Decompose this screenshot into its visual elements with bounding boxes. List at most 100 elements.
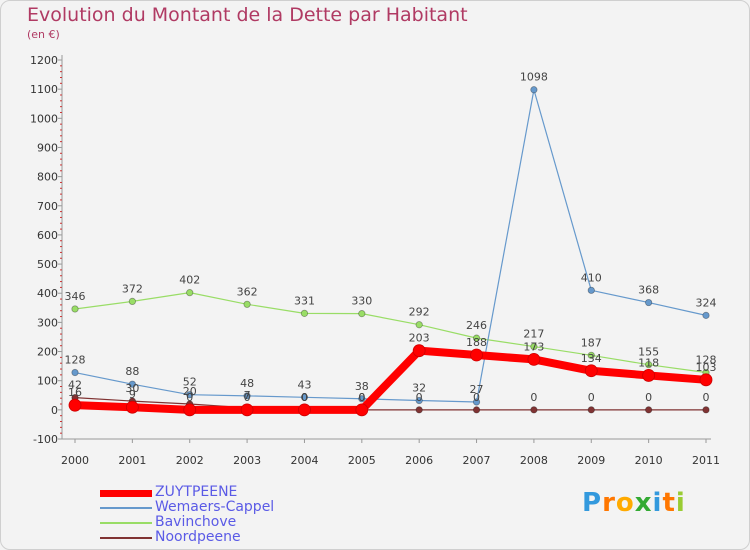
data-label: 173 xyxy=(523,340,544,353)
data-point xyxy=(699,373,713,387)
data-label: 331 xyxy=(294,294,315,307)
data-point xyxy=(642,369,656,382)
x-tick-label: 2009 xyxy=(577,454,605,467)
legend-label: ZUYTPEENE xyxy=(155,484,238,500)
data-label: 0 xyxy=(416,391,423,404)
data-label: 330 xyxy=(351,295,372,308)
y-tick-label: 400 xyxy=(37,287,58,300)
data-point xyxy=(125,400,139,414)
data-point xyxy=(645,298,653,307)
data-point xyxy=(587,286,595,294)
data-point xyxy=(527,353,541,366)
y-tick-label: 500 xyxy=(37,258,58,271)
data-point xyxy=(587,406,595,414)
data-point xyxy=(415,396,423,405)
data-label: 0 xyxy=(358,391,365,404)
data-point xyxy=(702,406,710,414)
data-label: 38 xyxy=(355,380,369,393)
series-line-wemaers-cappel xyxy=(74,89,707,403)
data-label: 9 xyxy=(129,388,136,401)
data-point xyxy=(186,289,194,297)
y-tick-label: 700 xyxy=(37,200,58,213)
x-tick-label: 2004 xyxy=(290,454,318,467)
data-label: 0 xyxy=(301,391,308,404)
data-label: 0 xyxy=(473,391,480,404)
data-label: 402 xyxy=(179,274,200,287)
data-point xyxy=(645,361,653,369)
data-point xyxy=(472,398,481,406)
data-point xyxy=(530,342,538,351)
data-label: 346 xyxy=(65,290,86,303)
data-label: 362 xyxy=(237,285,258,298)
series-line-noordpeene xyxy=(74,397,706,411)
y-tick-label: 0 xyxy=(51,404,58,417)
series-line-zuytpeene xyxy=(74,346,707,414)
legend-label: Bavinchove xyxy=(155,514,237,530)
data-label: 0 xyxy=(530,391,537,404)
data-label: 128 xyxy=(65,354,86,367)
data-label: 188 xyxy=(466,336,487,349)
x-tick-label: 2007 xyxy=(463,454,491,467)
data-label: 118 xyxy=(638,356,659,369)
data-point xyxy=(186,391,194,399)
y-tick-label: 1100 xyxy=(30,83,58,96)
data-label: 187 xyxy=(581,336,602,349)
y-tick-label: 100 xyxy=(37,375,58,388)
data-label: 0 xyxy=(186,391,193,404)
x-tick-label: 2005 xyxy=(348,454,376,467)
data-label: 134 xyxy=(581,352,602,365)
data-point xyxy=(128,380,136,388)
logo-letter: r xyxy=(602,488,616,518)
data-point xyxy=(183,403,197,417)
data-point xyxy=(128,297,136,305)
series-line-bavinchove xyxy=(74,292,707,374)
data-point xyxy=(472,334,481,342)
data-label: 246 xyxy=(466,319,487,332)
legend-label: Wemaers-Cappel xyxy=(155,499,275,515)
data-point xyxy=(243,300,251,308)
data-point xyxy=(358,395,366,403)
chart-subtitle: (en €) xyxy=(27,28,60,41)
data-label: 217 xyxy=(523,328,544,341)
logo-letter: P xyxy=(582,488,603,518)
data-point xyxy=(702,311,710,319)
chart-title: Evolution du Montant de la Dette par Hab… xyxy=(27,4,468,26)
data-point xyxy=(470,348,483,362)
data-point xyxy=(415,321,423,329)
data-label: 20 xyxy=(183,385,197,398)
logo-letter: t xyxy=(662,488,676,518)
data-label: 30 xyxy=(125,382,139,395)
x-tick-label: 2010 xyxy=(635,454,663,467)
x-tick-label: 2011 xyxy=(692,454,720,467)
logo-letter: i xyxy=(675,488,686,518)
legend-swatch xyxy=(100,537,152,539)
line-chart: -100010020030040050060070080090010001100… xyxy=(30,54,720,467)
data-label: 42 xyxy=(68,379,82,392)
logo-letter: x xyxy=(634,488,653,518)
legend-label: Noordpeene xyxy=(155,529,241,545)
chart-axes: -100010020030040050060070080090010001100… xyxy=(30,54,720,467)
data-label: 0 xyxy=(358,391,365,404)
data-label: 410 xyxy=(581,271,602,284)
data-point xyxy=(240,403,254,417)
data-label: 48 xyxy=(240,377,254,390)
data-point xyxy=(358,310,366,318)
data-label: 155 xyxy=(638,346,659,359)
data-point xyxy=(587,351,595,359)
data-point xyxy=(68,398,82,412)
data-label: 372 xyxy=(122,282,143,295)
data-label: 32 xyxy=(412,382,426,395)
legend-swatch xyxy=(100,507,152,509)
data-point xyxy=(415,406,423,414)
data-label: 324 xyxy=(696,296,717,309)
data-label: 0 xyxy=(244,391,251,404)
data-label: 1098 xyxy=(520,71,548,84)
data-label: 128 xyxy=(696,354,717,367)
data-label: 0 xyxy=(645,391,652,404)
data-label: 16 xyxy=(68,386,82,399)
legend-swatch xyxy=(100,522,152,524)
data-point xyxy=(472,406,481,414)
x-tick-label: 2000 xyxy=(61,454,89,467)
data-label: 43 xyxy=(297,378,311,391)
y-tick-label: 1000 xyxy=(30,112,58,125)
